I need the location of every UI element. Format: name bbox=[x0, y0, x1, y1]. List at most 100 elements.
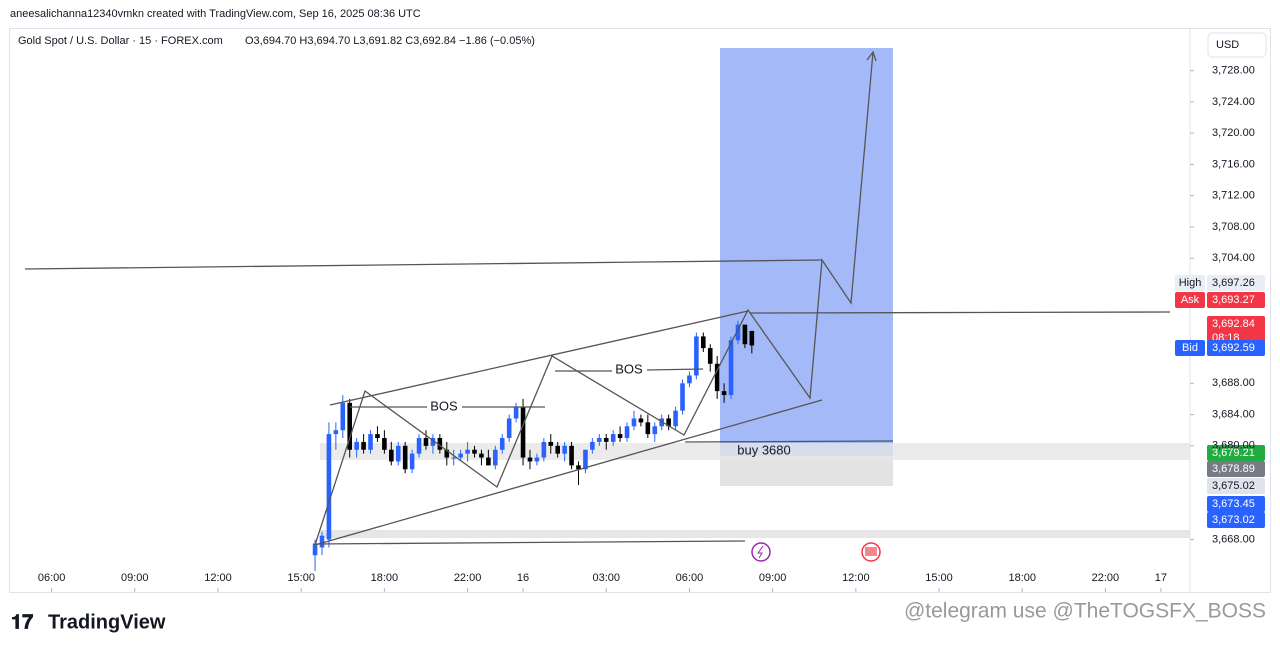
candle-body bbox=[714, 363, 720, 392]
y-tick-label: 3,688.00 bbox=[1212, 377, 1255, 389]
candle-body bbox=[610, 434, 616, 442]
candle-body bbox=[368, 434, 373, 450]
candle-body bbox=[451, 457, 457, 459]
bos-label: BOS bbox=[615, 361, 643, 376]
candle-body bbox=[319, 535, 325, 548]
credit: aneesalichanna12340vmkn created with Tra… bbox=[10, 8, 421, 20]
price-tag bbox=[1207, 340, 1265, 356]
price-tag bbox=[1207, 316, 1265, 346]
candle-body bbox=[506, 418, 512, 439]
candle-body bbox=[458, 453, 463, 458]
price-tag-name-bg bbox=[1175, 340, 1205, 356]
symbol: Gold Spot / U.S. Dollar · 15 · FOREX.com bbox=[18, 35, 223, 47]
candle-body bbox=[444, 449, 450, 458]
candle-body bbox=[576, 465, 581, 470]
candle-body bbox=[624, 426, 630, 439]
event-icon-glyph bbox=[757, 545, 764, 559]
price-tag-value: 3,692.59 bbox=[1212, 342, 1255, 354]
candle-body bbox=[638, 418, 644, 423]
candle-body bbox=[590, 441, 595, 450]
flag-glyph bbox=[865, 547, 877, 556]
price-tag bbox=[1207, 512, 1265, 528]
candle-body bbox=[409, 453, 415, 470]
y-tick-label: 3,708.00 bbox=[1212, 221, 1255, 233]
y-tick-label: 3,712.00 bbox=[1212, 190, 1255, 202]
candle-body bbox=[465, 449, 470, 454]
x-tick-label: 09:00 bbox=[121, 572, 149, 584]
x-tick-label: 12:00 bbox=[842, 572, 870, 584]
y-tick-label: 3,728.00 bbox=[1212, 65, 1255, 77]
price-tag-value: 3,678.89 bbox=[1212, 463, 1255, 475]
price-tag-value: 3,679.21 bbox=[1212, 447, 1255, 459]
candle-body bbox=[340, 402, 346, 431]
y-tick-label: 3,716.00 bbox=[1212, 158, 1255, 170]
candle-body bbox=[742, 324, 748, 345]
candle-body bbox=[749, 330, 755, 346]
price-tag-value: 3,673.02 bbox=[1212, 514, 1255, 526]
candle-body bbox=[721, 391, 727, 396]
y-tick-label: 3,704.00 bbox=[1212, 252, 1255, 264]
x-tick-label: 15:00 bbox=[287, 572, 315, 584]
price-tag-value: 3,675.02 bbox=[1212, 480, 1255, 492]
candles bbox=[312, 320, 755, 571]
candle-body bbox=[707, 348, 713, 364]
currency-button[interactable] bbox=[1207, 32, 1267, 58]
candle-body bbox=[499, 438, 505, 450]
candle-body bbox=[583, 449, 588, 470]
candle-body bbox=[354, 441, 359, 450]
price-tag-value: 3,673.45 bbox=[1212, 498, 1255, 510]
candle-body bbox=[597, 438, 602, 442]
candle-body bbox=[701, 336, 706, 349]
x-tick-label: 22:00 bbox=[454, 572, 482, 584]
candle-body bbox=[562, 445, 567, 454]
candle-body bbox=[617, 434, 623, 439]
candle-body bbox=[416, 438, 422, 454]
x-tick-label: 17 bbox=[1155, 572, 1167, 584]
candle-body bbox=[326, 434, 332, 540]
currency: USD bbox=[1216, 39, 1239, 51]
target-box bbox=[720, 48, 893, 456]
x-tick-label: 03:00 bbox=[592, 572, 620, 584]
x-tick-label: 15:00 bbox=[925, 572, 953, 584]
candle-body bbox=[666, 418, 671, 427]
price-tag bbox=[1207, 445, 1265, 461]
candle-body bbox=[493, 449, 498, 466]
x-tick-label: 06:00 bbox=[38, 572, 66, 584]
y-tick-label: 3,668.00 bbox=[1212, 534, 1255, 546]
candle-body bbox=[479, 453, 484, 458]
y-tick-label: 3,680.00 bbox=[1212, 440, 1255, 452]
price-tag-name: Bid bbox=[1182, 342, 1198, 354]
demand-zone bbox=[320, 443, 1190, 460]
candle-body bbox=[694, 336, 699, 376]
y-tick-label: 3,720.00 bbox=[1212, 127, 1255, 139]
x-tick-label: 18:00 bbox=[1008, 572, 1036, 584]
candle-body bbox=[361, 441, 366, 450]
event-icon[interactable] bbox=[751, 542, 771, 562]
candle-body bbox=[520, 406, 526, 458]
candle-body bbox=[652, 426, 658, 435]
grid bbox=[51, 70, 1194, 592]
price-tag-name-bg bbox=[1175, 292, 1205, 308]
price-tags: 3,697.26High3,693.27Ask3,692.8408:183,69… bbox=[1175, 275, 1265, 528]
candle-body bbox=[603, 438, 609, 442]
candle-body bbox=[389, 449, 394, 462]
price-tag bbox=[1207, 275, 1265, 291]
y-tick-label: 3,684.00 bbox=[1212, 408, 1255, 420]
candle-body bbox=[486, 457, 491, 466]
price-tag-name-bg bbox=[1175, 275, 1205, 291]
x-tick-label: 22:00 bbox=[1092, 572, 1120, 584]
candle-body bbox=[735, 324, 741, 341]
candle-body bbox=[513, 406, 519, 419]
candle-body bbox=[423, 438, 429, 446]
candle-body bbox=[527, 457, 533, 462]
candle-body bbox=[347, 402, 353, 450]
price-tag-value: 3,693.27 bbox=[1212, 294, 1255, 306]
buy-label: buy 3680 bbox=[737, 442, 791, 457]
candle-body bbox=[631, 418, 637, 427]
price-tag bbox=[1207, 478, 1265, 494]
candle-body bbox=[402, 445, 408, 470]
price-tag-value: 3,697.26 bbox=[1212, 277, 1255, 289]
bos-label: BOS bbox=[430, 398, 458, 413]
